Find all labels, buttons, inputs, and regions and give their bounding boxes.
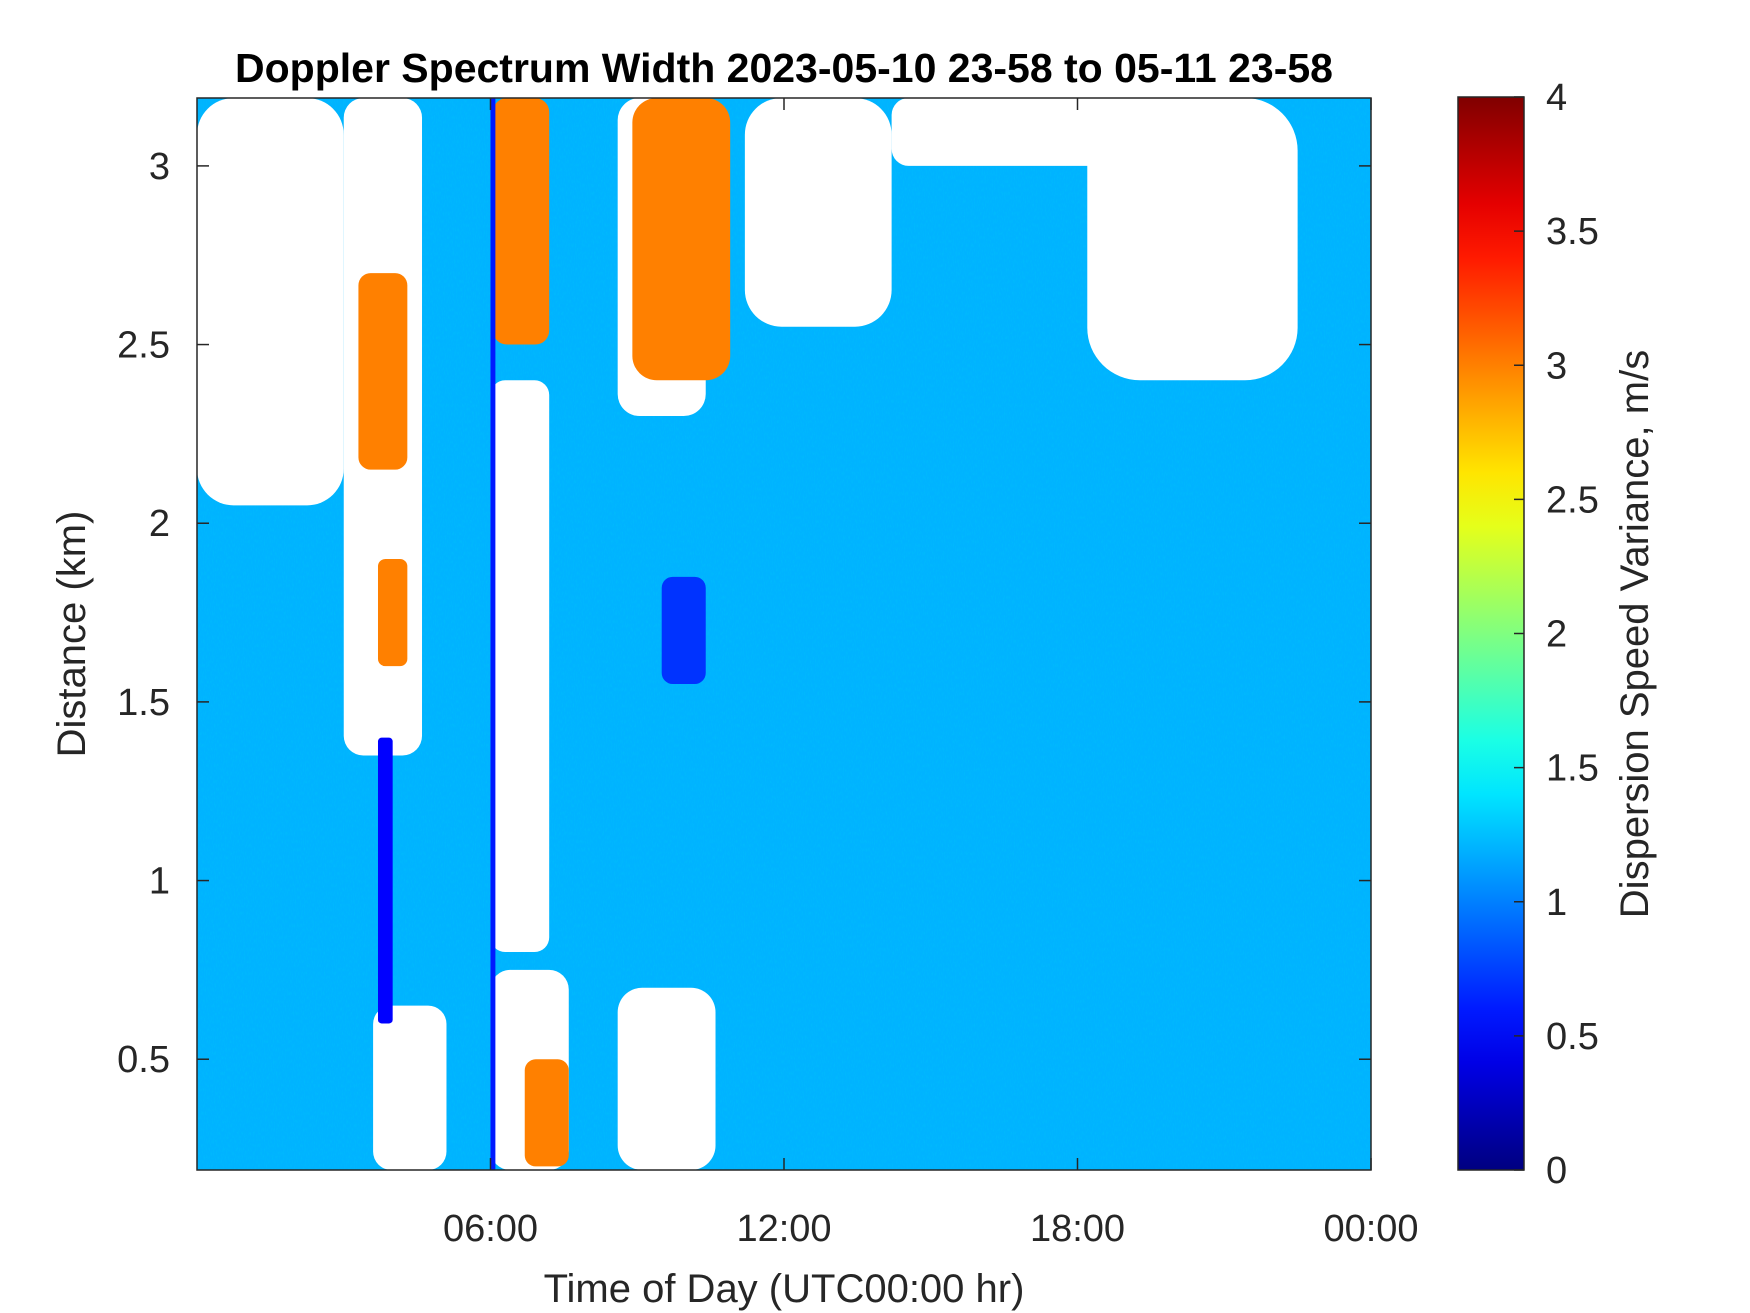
chart-title: Doppler Spectrum Width 2023-05-10 23-58 … xyxy=(235,45,1333,91)
colorbar-axis: 0 0.5 1 1.5 2 2.5 3 3.5 4 xyxy=(1514,77,1599,1192)
colorbar-tick-label: 1.5 xyxy=(1546,748,1599,790)
y-axis: 0.5 1 1.5 2 2.5 3 xyxy=(117,146,1371,1081)
x-axis-label: Time of Day (UTC00:00 hr) xyxy=(544,1267,1025,1311)
y-axis-label: Distance (km) xyxy=(50,511,94,758)
colorbar-label: Dispersion Speed Variance, m/s xyxy=(1613,350,1657,918)
heatmap-region-no-data xyxy=(617,987,716,1170)
colorbar-tick-label: 1 xyxy=(1546,882,1567,924)
colorbar-tick-label: 2.5 xyxy=(1546,479,1599,521)
heatmap-region-no-data xyxy=(1087,98,1298,381)
colorbar-tick-label: 3.5 xyxy=(1546,211,1599,253)
y-tick-label: 1.5 xyxy=(117,682,170,724)
heatmap-region-low-width xyxy=(377,737,393,1024)
y-tick-label: 2.5 xyxy=(117,325,170,367)
heatmap-regions xyxy=(197,98,1298,1170)
heatmap-region-no-data xyxy=(197,98,344,506)
heatmap-region-high-width xyxy=(632,98,731,381)
colorbar xyxy=(1457,96,1525,1171)
heatmap-region-high-width xyxy=(377,558,408,667)
colorbar-tick-label: 0 xyxy=(1546,1150,1567,1192)
colorbar-tick-label: 2 xyxy=(1546,614,1567,656)
y-tick-label: 3 xyxy=(149,146,170,188)
heatmap-region-high-width xyxy=(492,98,550,345)
plot-area xyxy=(197,98,1371,1170)
heatmap-region-no-data xyxy=(744,98,892,327)
heatmap-region-low-width xyxy=(661,576,706,685)
heatmap-region-no-data xyxy=(490,380,550,953)
heatmap-region-no-data xyxy=(891,98,1151,166)
heatmap-region-low-width xyxy=(490,98,496,1170)
x-tick-label: 18:00 xyxy=(1030,1208,1125,1250)
colorbar-tick-label: 3 xyxy=(1546,345,1567,387)
x-axis: 06:00 12:00 18:00 00:00 xyxy=(443,98,1419,1250)
x-tick-label: 06:00 xyxy=(443,1208,538,1250)
heatmap-region-high-width xyxy=(524,1059,569,1167)
y-tick-label: 2 xyxy=(149,503,170,545)
heatmap-region-no-data xyxy=(373,1005,447,1170)
x-tick-label: 00:00 xyxy=(1323,1208,1418,1250)
heatmap-region-high-width xyxy=(358,273,408,470)
y-tick-label: 1 xyxy=(149,861,170,903)
y-tick-label: 0.5 xyxy=(117,1039,170,1081)
colorbar-tick-label: 0.5 xyxy=(1546,1016,1599,1058)
x-tick-label: 12:00 xyxy=(736,1208,831,1250)
colorbar-tick-label: 4 xyxy=(1546,77,1567,119)
